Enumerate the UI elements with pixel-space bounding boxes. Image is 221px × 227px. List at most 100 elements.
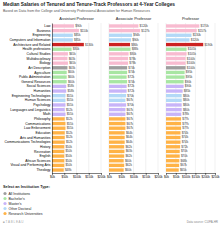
y-tick: Cultural Studies [27,52,51,56]
y-tick: Engineering Technologies [12,94,51,98]
data-label: $58k [67,84,74,88]
bar [109,127,125,130]
bar [166,24,199,27]
y-tick: Human Sciences [25,98,51,102]
category-label: Communications [25,122,51,126]
bar [166,34,191,37]
bar [109,164,124,167]
bar [109,150,124,153]
legend-swatch [3,207,6,210]
legend-entry: Bachelor's [9,197,25,201]
y-tick: Education [35,131,50,135]
bar [52,48,72,51]
data-label: $62k [125,163,132,167]
bar [109,103,126,106]
data-label: $90k [185,84,192,88]
x-tick-label: $200k [97,175,106,179]
category-label: Social Sciences [27,84,51,88]
y-tick: Communications Technologies [5,140,51,144]
grid [109,23,158,173]
panel: $90k$110k$85k$85k$130k$80k$65k$63k$65k$6… [5,16,107,179]
data-label: $95k [186,70,193,74]
data-label: $52k [66,117,73,121]
data-label: $72k [181,145,188,149]
bar [52,117,65,120]
category-label: Arts and Humanities [20,136,51,140]
x-tick: $150k [85,173,94,179]
data-label: $62k [125,145,132,149]
bar [52,108,65,111]
x-tick-label: $0k [107,175,112,179]
legend-swatch [3,197,6,200]
bar [166,164,179,167]
legend-entry: Other Doctoral [9,207,32,211]
data-label: $67k [127,112,134,116]
data-label: $95k [186,75,193,79]
bar [166,113,181,116]
bar [166,127,181,130]
category-label: Multidisciplinary [27,57,51,61]
data-label: $67k [127,98,134,102]
bar [52,75,67,78]
legend-swatch [3,192,6,195]
data-label: $64k [126,140,133,144]
bar [52,150,64,153]
y-tick: Multidisciplinary [27,57,51,61]
data-label: $105k [188,47,197,51]
data-label: $80k [130,52,137,56]
data-label: $52k [66,131,73,135]
data-label: $72k [128,89,135,93]
legend-swatch [3,212,6,215]
bar [52,71,67,74]
bar [109,117,125,120]
bar [166,145,180,148]
x-tick-label: $100k [73,175,82,179]
category-label: Engineering [32,33,50,37]
x-axis-line [53,173,102,174]
bar [52,66,67,69]
x-tick-label: $150k [85,175,94,179]
bar [166,117,181,120]
bar [109,66,127,69]
y-tick: Humanities [34,89,51,93]
y-tick: Recreation [34,150,51,154]
bar [52,140,65,143]
data-label: $90k [185,80,192,84]
data-label: $80k [183,98,190,102]
bar [52,99,65,102]
data-label: $70k [181,149,188,153]
data-label: $94k [133,33,140,37]
grid [166,23,215,173]
data-label: $74k [128,70,135,74]
grid-line [215,23,216,173]
legend-entry: Research Universities [9,212,43,216]
data-label: $130k [193,33,202,37]
data-label: $50k [65,145,72,149]
bar [52,38,73,41]
bar [52,89,66,92]
y-tick: Engineering [32,33,50,37]
bar [166,150,180,153]
data-label: $80k [183,103,190,107]
grid [52,23,101,173]
bar [109,80,127,83]
bar [52,127,65,130]
y-tick: Art Description [28,66,50,70]
bar [109,29,140,32]
data-label: $50k [65,159,72,163]
data-label: $74k [182,131,189,135]
bars [166,24,203,171]
bar [52,52,68,55]
data-label: $60k [68,70,75,74]
y-tick: Psychology [33,103,51,107]
data-label: $48k [65,168,72,172]
bar [109,75,127,78]
data-label: $55k [67,112,74,116]
panel: $170k$157k$130k$120k$190k$105k$105k$100k… [164,16,220,179]
bar [166,89,183,92]
data-label: $67k [127,117,134,121]
y-tick: Health professions [22,47,50,51]
data-label: $77k [182,117,189,121]
bar [109,159,124,162]
category-label: Human Sciences [25,98,51,102]
